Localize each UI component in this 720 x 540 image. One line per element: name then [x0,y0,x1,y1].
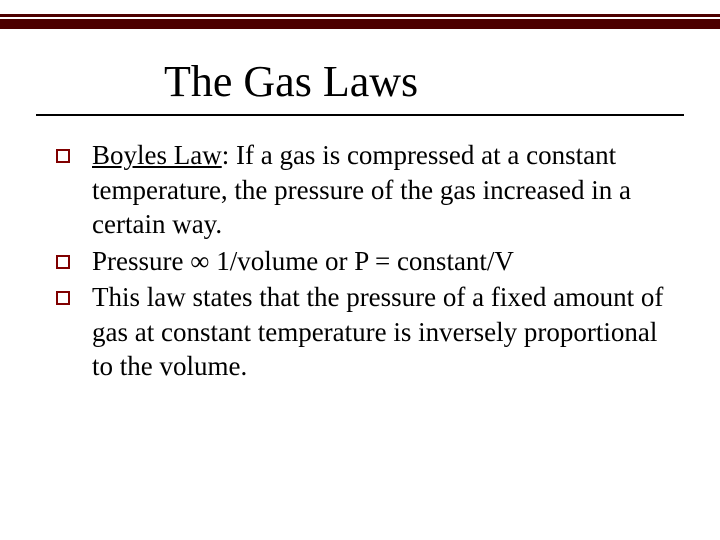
title-container: The Gas Laws [164,56,418,107]
bullet-item: Pressure ∞ 1/volume or P = constant/V [56,244,672,279]
bullet-item: This law states that the pressure of a f… [56,280,672,384]
square-bullet-icon [56,255,70,269]
top-decorative-bars [0,14,720,29]
slide-title: The Gas Laws [164,56,418,107]
top-bar-thick [0,19,720,29]
bullet-lead: Boyles Law [92,140,222,170]
bullet-item: Boyles Law: If a gas is compressed at a … [56,138,672,242]
content-area: Boyles Law: If a gas is compressed at a … [56,138,672,386]
slide: The Gas Laws Boyles Law: If a gas is com… [0,0,720,540]
bullet-text: This law states that the pressure of a f… [92,280,672,384]
bullet-text: Boyles Law: If a gas is compressed at a … [92,138,672,242]
bullet-rest: Pressure ∞ 1/volume or P = constant/V [92,246,514,276]
bullet-rest: This law states that the pressure of a f… [92,282,663,381]
square-bullet-icon [56,291,70,305]
square-bullet-icon [56,149,70,163]
bullet-text: Pressure ∞ 1/volume or P = constant/V [92,244,514,279]
top-bar-thin [0,14,720,17]
title-underline [36,114,684,116]
